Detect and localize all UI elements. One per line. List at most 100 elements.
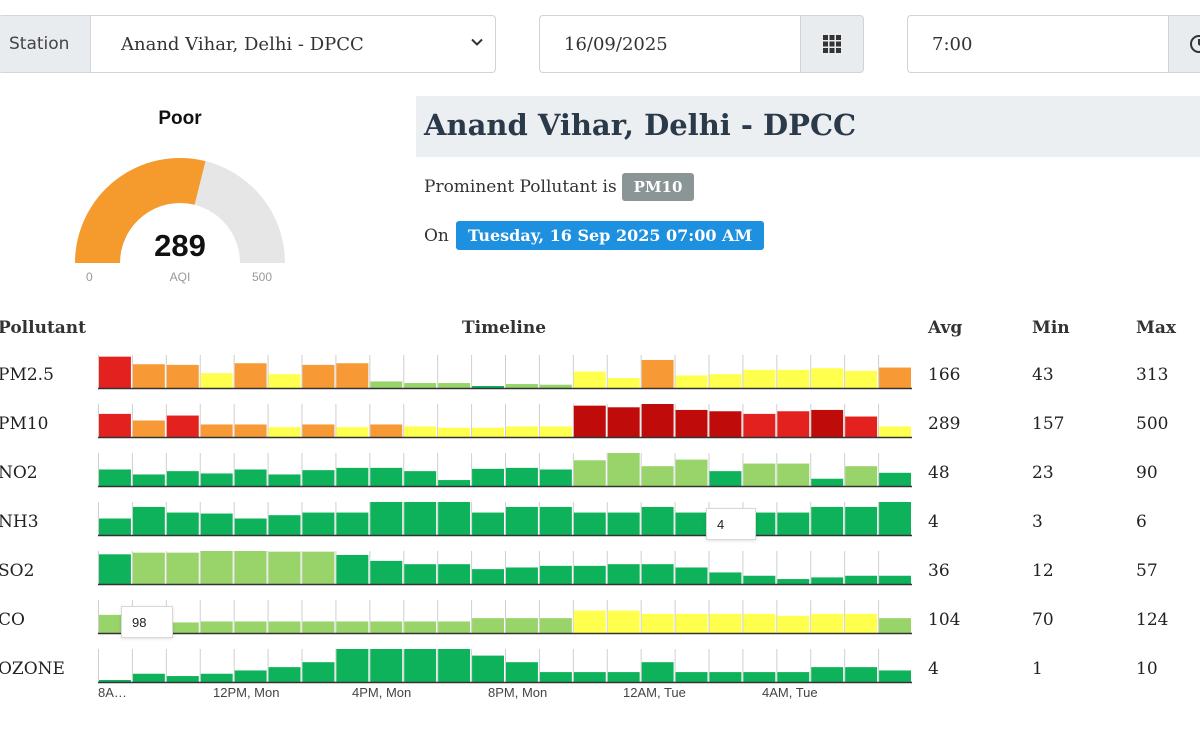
timeline-bar[interactable] (404, 649, 437, 682)
timeline-bar[interactable] (472, 427, 504, 437)
timeline-bar[interactable] (743, 672, 776, 682)
timeline-bar[interactable] (777, 463, 810, 486)
timeline-bar[interactable] (166, 512, 199, 535)
timeline-bar[interactable] (607, 610, 640, 633)
timeline-bar[interactable] (438, 649, 471, 682)
clock-button[interactable] (1168, 15, 1200, 73)
timeline-bar[interactable] (607, 407, 640, 437)
timeline-bar[interactable] (370, 502, 403, 535)
timeline-bar[interactable] (336, 621, 369, 633)
timeline-bar[interactable] (166, 676, 199, 682)
timeline-bar[interactable] (302, 621, 335, 633)
timeline-bar[interactable] (777, 615, 810, 633)
timeline-bar[interactable] (472, 618, 504, 633)
timeline-bar[interactable] (200, 621, 233, 633)
timeline-bar[interactable] (573, 460, 606, 486)
timeline-bar[interactable] (573, 405, 606, 437)
timeline-bar[interactable] (99, 356, 131, 388)
timeline-bar[interactable] (811, 409, 844, 437)
timeline-bar[interactable] (675, 613, 708, 633)
timeline-bar[interactable] (743, 463, 776, 486)
timeline-bar[interactable] (709, 411, 742, 437)
timeline-bar[interactable] (539, 672, 572, 682)
timeline-bar[interactable] (641, 359, 674, 388)
timeline-bar[interactable] (472, 386, 504, 388)
station-select[interactable]: Anand Vihar, Delhi - DPCC (90, 15, 496, 73)
timeline-bar[interactable] (472, 512, 504, 535)
timeline-bar[interactable] (166, 471, 199, 486)
timeline-bar[interactable] (845, 667, 878, 682)
timeline-bar[interactable] (166, 552, 199, 584)
timeline-bar[interactable] (268, 621, 301, 633)
timeline-bar[interactable] (370, 560, 403, 584)
timeline-bar[interactable] (506, 426, 538, 437)
timeline-bar[interactable] (675, 672, 708, 682)
timeline-bar[interactable] (99, 413, 131, 437)
timeline-bar[interactable] (879, 575, 911, 584)
timeline-bar[interactable] (268, 474, 301, 486)
timeline-bar[interactable] (234, 518, 267, 536)
timeline-bar[interactable] (573, 672, 606, 682)
timeline-bar[interactable] (506, 662, 538, 682)
timeline-bar[interactable] (777, 369, 810, 388)
timeline-bar[interactable] (845, 416, 878, 437)
timeline-bar[interactable] (675, 375, 708, 388)
timeline-bar[interactable] (709, 672, 742, 682)
timeline-bar[interactable] (302, 551, 335, 584)
timeline-bar[interactable] (166, 364, 199, 388)
timeline-bar[interactable] (370, 467, 403, 486)
timeline-bar[interactable] (336, 649, 369, 682)
timeline-bar[interactable] (607, 672, 640, 682)
timeline-bar[interactable] (811, 613, 844, 633)
timeline-bar[interactable] (472, 655, 504, 682)
timeline-bar[interactable] (302, 364, 335, 388)
timeline-bar[interactable] (675, 512, 708, 535)
timeline-bar[interactable] (166, 415, 199, 437)
timeline-bar[interactable] (506, 384, 538, 388)
timeline-bar[interactable] (641, 506, 674, 535)
timeline-bar[interactable] (200, 551, 233, 584)
timeline-bar[interactable] (132, 420, 165, 438)
timeline-bar[interactable] (234, 363, 267, 388)
timeline-bar[interactable] (845, 613, 878, 633)
timeline-bar[interactable] (879, 618, 911, 633)
timeline-bar[interactable] (336, 467, 369, 486)
timeline-bar[interactable] (675, 409, 708, 437)
date-input[interactable]: 16/09/2025 (539, 15, 801, 73)
timeline-bar[interactable] (879, 367, 911, 388)
timeline-bar[interactable] (641, 466, 674, 486)
timeline-bar[interactable] (438, 427, 471, 437)
timeline-bar[interactable] (539, 426, 572, 437)
timeline-bar[interactable] (811, 506, 844, 535)
timeline-bar[interactable] (438, 621, 471, 633)
timeline-bar[interactable] (879, 426, 911, 437)
timeline-bar[interactable] (370, 381, 403, 388)
timeline-bar[interactable] (268, 551, 301, 584)
timeline-bar[interactable] (132, 364, 165, 388)
timeline-bar[interactable] (472, 468, 504, 486)
timeline-bar[interactable] (438, 480, 471, 486)
timeline-bar[interactable] (404, 621, 437, 633)
timeline-bar[interactable] (370, 621, 403, 633)
timeline-bar[interactable] (200, 513, 233, 535)
timeline-bar[interactable] (438, 564, 471, 584)
timeline-bar[interactable] (200, 373, 233, 388)
timeline-bar[interactable] (811, 478, 844, 486)
timeline-bar[interactable] (336, 427, 369, 437)
timeline-bar[interactable] (438, 502, 471, 535)
timeline-bar[interactable] (607, 512, 640, 535)
timeline-bar[interactable] (777, 672, 810, 682)
timeline-bar[interactable] (234, 424, 267, 437)
timeline-bar[interactable] (404, 502, 437, 535)
timeline-bar[interactable] (641, 404, 674, 437)
timeline-bar[interactable] (506, 618, 538, 633)
timeline-bar[interactable] (573, 512, 606, 535)
timeline-bar[interactable] (539, 384, 572, 388)
timeline-bar[interactable] (709, 471, 742, 486)
timeline-bar[interactable] (336, 554, 369, 584)
timeline-bar[interactable] (404, 426, 437, 437)
timeline-bar[interactable] (200, 473, 233, 486)
timeline-bar[interactable] (607, 564, 640, 584)
timeline-bar[interactable] (845, 506, 878, 535)
timeline-bar[interactable] (641, 564, 674, 584)
